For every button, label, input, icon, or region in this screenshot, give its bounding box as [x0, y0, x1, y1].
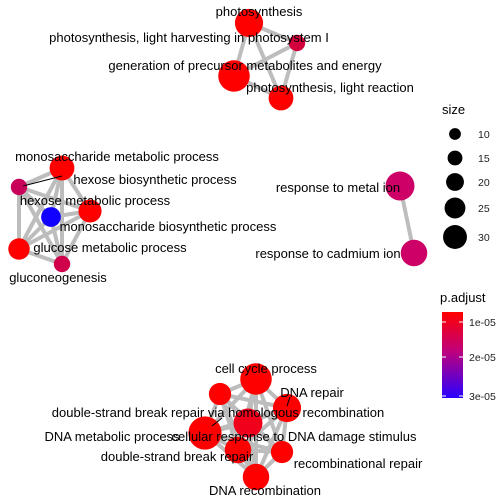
node-light-reaction[interactable] — [268, 85, 294, 111]
node-dna-repair[interactable] — [272, 393, 302, 423]
p-adjust-legend-title: p.adjust — [440, 290, 486, 305]
node-label-cellular-response-dna: cellular response to DNA damage stimulus — [172, 429, 417, 444]
node-monosaccharide-biosynthetic[interactable] — [78, 199, 102, 223]
leader-line-dna-metabolic — [211, 417, 223, 427]
node-label-photosynthesis: photosynthesis — [216, 4, 303, 19]
node-label-glucose-metabolic: glucose metabolic process — [33, 240, 187, 255]
leader-line-hexose-biosynthetic — [22, 175, 63, 187]
node-label-gluconeogenesis: gluconeogenesis — [9, 270, 107, 285]
node-hexose-biosynthetic[interactable] — [10, 178, 28, 196]
node-label-recombinational-repair: recombinational repair — [294, 456, 423, 471]
node-label-dsb-repair-hr: double-strand break repair via homologou… — [52, 405, 384, 420]
size-legend-dot-15 — [447, 150, 463, 166]
node-dsb-repair[interactable] — [224, 436, 252, 464]
node-hexose-metabolic[interactable] — [41, 207, 61, 227]
node-response-cadmium[interactable] — [400, 239, 428, 267]
node-light-harvesting[interactable] — [288, 34, 306, 52]
node-photosynthesis[interactable] — [234, 8, 264, 38]
edge-dsb-repair-hr-dna-recombination — [218, 392, 258, 479]
node-label-dna-recombination: DNA recombination — [209, 483, 321, 498]
node-recombinational-repair[interactable] — [270, 440, 294, 464]
node-label-hexose-metabolic: hexose metabolic process — [20, 193, 171, 208]
size-legend-dot-10 — [449, 128, 461, 140]
p-adjust-legend: p.adjust 1e-05 2e-05 3e-05 — [440, 290, 496, 403]
node-label-light-harvesting: photosynthesis, light harvesting in phot… — [49, 30, 329, 45]
node-label-precursor-metabolites: generation of precursor metabolites and … — [108, 58, 382, 73]
node-cell-cycle[interactable] — [240, 363, 272, 395]
p-adjust-tick-label-1: 2e-05 — [469, 352, 496, 364]
size-legend-label-30: 30 — [478, 232, 490, 244]
size-legend-label-15: 15 — [478, 153, 490, 165]
size-legend: size 10 15 20 25 30 — [442, 102, 490, 249]
node-label-light-reaction: photosynthesis, light reaction — [246, 80, 414, 95]
edge-hexose-biosynthetic-monosaccharide-biosynthetic — [17, 185, 92, 213]
node-dsb-repair-hr[interactable] — [208, 382, 232, 406]
node-response-metal[interactable] — [385, 171, 415, 201]
size-legend-title: size — [442, 102, 465, 117]
nodes-layer — [8, 8, 428, 491]
p-adjust-colorbar — [442, 312, 463, 398]
node-dna-recombination[interactable] — [242, 463, 270, 491]
node-cellular-response-dna[interactable] — [233, 408, 263, 438]
node-label-cell-cycle: cell cycle process — [215, 361, 317, 376]
node-label-response-cadmium: response to cadmium ion — [255, 246, 400, 261]
node-label-response-metal: response to metal ion — [276, 180, 400, 195]
leader-line-dna-repair — [286, 396, 291, 407]
size-legend-label-25: 25 — [478, 203, 490, 215]
p-adjust-tick-label-2: 3e-05 — [469, 391, 496, 403]
size-legend-label-20: 20 — [478, 177, 490, 189]
size-legend-dot-25 — [444, 197, 466, 219]
node-label-dna-metabolic: DNA metabolic process — [44, 429, 180, 444]
node-label-monosaccharide-biosynthetic: monosaccharide biosynthetic process — [60, 219, 277, 234]
node-label-dsb-repair: double-strand break repair — [101, 449, 254, 464]
size-legend-dot-20 — [446, 173, 464, 191]
node-labels-layer: photosynthesis photosynthesis, light harv… — [9, 4, 423, 498]
size-legend-label-10: 10 — [478, 129, 490, 141]
edge-monosaccharide-biosynthetic-glucose-metabolic — [17, 209, 92, 251]
p-adjust-tick-label-0: 1e-05 — [469, 317, 496, 329]
label-leader-lines — [22, 175, 291, 427]
node-precursor-metabolites[interactable] — [218, 60, 250, 92]
node-monosaccharide-metabolic[interactable] — [49, 155, 75, 181]
node-label-monosaccharide-metabolic: monosaccharide metabolic process — [15, 149, 219, 164]
node-label-dna-repair: DNA repair — [280, 385, 344, 400]
size-legend-dot-30 — [443, 225, 467, 249]
node-gluconeogenesis[interactable] — [53, 255, 71, 273]
node-glucose-metabolic[interactable] — [8, 238, 30, 260]
node-label-hexose-biosynthetic: hexose biosynthetic process — [73, 172, 237, 187]
